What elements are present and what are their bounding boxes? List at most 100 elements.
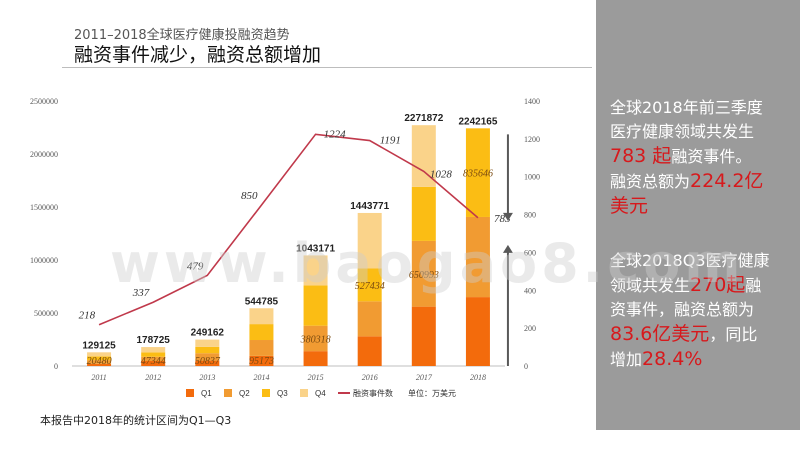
bar-value-labels: 20480 47344 50837 95173 380318 527434 650993 83… [87, 169, 493, 367]
bar-segment-q2 [357, 301, 382, 337]
bar-segment-q1 [303, 351, 328, 366]
bar-total-label: 178725 [137, 335, 171, 346]
deal-count-label: 337 [132, 287, 150, 299]
stacked-bars [87, 125, 490, 366]
bar-segment-q1 [465, 297, 490, 366]
bar-total-label: 2271872 [404, 113, 443, 124]
bar-segment-q1 [87, 363, 112, 366]
deal-count-label: 218 [79, 310, 96, 322]
legend-label: 融资事件数 [353, 388, 393, 398]
bar-value-label: 650993 [409, 270, 439, 281]
summary-q3-line4-tail: ，同比 [709, 325, 758, 344]
bar-segment-q4 [87, 352, 112, 357]
summary-q3-line2-head: 领域共发生 [610, 276, 691, 295]
summary-ytd: 全球2018年前三季度 医疗健康领域共发生 783 起融资事件。 融资总额为22… [610, 96, 763, 218]
y-right-tick-label: 1400 [524, 97, 540, 106]
slide-headline: 融资事件减少，融资总额增加 [74, 44, 322, 66]
y-right-tick-label: 0 [524, 362, 528, 371]
bar-segment-q2 [87, 360, 112, 364]
lower-arrow-head [502, 244, 513, 253]
summary-ytd-line2: 医疗健康领域共发生 [610, 122, 755, 141]
slide-title: 2011–2018全球医疗健康投融资趋势 [74, 28, 290, 43]
bar-segment-q4 [303, 255, 328, 286]
bar-segment-q3 [303, 285, 328, 326]
chart-legend: Q1 Q2 Q3 Q4 融资事件数 单位：万美元 [186, 388, 456, 398]
legend-swatch-q3 [262, 389, 270, 397]
summary-ytd-line4: 融资总额为224.2亿 [610, 169, 763, 194]
bar-segment-q3 [195, 346, 220, 354]
bar-segment-q1 [249, 355, 274, 366]
bar-segment-q4 [411, 125, 436, 187]
y-right-tick-label: 1000 [524, 173, 540, 182]
unit-label: 单位：万美元 [408, 388, 456, 398]
bar-total-label: 1043171 [296, 243, 335, 254]
footnote: 本报告中2018年的统计区间为Q1—Q3 [40, 414, 232, 427]
bar-segment-q2 [303, 325, 328, 352]
bar-segment-q1 [411, 306, 436, 366]
bar-total-label: 544785 [245, 296, 279, 307]
deal-count-label: 1191 [380, 135, 401, 147]
bar-segment-q3 [357, 268, 382, 302]
bar-segment-q4 [141, 347, 166, 353]
summary-q3-line5-head: 增加 [610, 350, 643, 369]
bar-segment-q3 [87, 356, 112, 361]
bar-total-labels: 129125 178725 249162 544785 1043171 1443771 22… [82, 113, 497, 351]
comparison-arrows [502, 134, 513, 366]
legend-label: Q4 [315, 389, 326, 398]
y-right-tick-label: 1200 [524, 135, 540, 144]
highlight-total-amount: 224.2亿 [690, 170, 764, 192]
bar-value-label: 95173 [249, 356, 274, 367]
bar-segment-q4 [357, 212, 382, 269]
summary-ytd-line1: 全球2018年前三季度 [610, 98, 763, 117]
legend-swatch-q1 [186, 389, 194, 397]
y-right-tick-label: 600 [524, 248, 536, 257]
summary-ytd-line3-tail: 融资事件。 [671, 147, 752, 166]
title-divider [62, 67, 592, 68]
chart-axes: 0 500000 1000000 1500000 2000000 2500000 0 200 4… [30, 97, 540, 382]
y-right-tick-label: 400 [524, 286, 536, 295]
summary-panel: 全球2018年前三季度 医疗健康领域共发生 783 起融资事件。 融资总额为22… [596, 0, 800, 430]
bar-segment-q3 [411, 186, 436, 241]
deal-count-label: 479 [187, 260, 204, 272]
bar-total-label: 129125 [82, 340, 116, 351]
y-left-tick-label: 1500000 [30, 203, 58, 212]
x-tick-label: 2014 [253, 373, 269, 382]
deal-count-label: 1028 [430, 168, 453, 180]
legend-swatch-q2 [224, 389, 232, 397]
y-left-tick-label: 500000 [34, 309, 58, 318]
x-tick-label: 2017 [416, 373, 433, 382]
highlight-q3-amount: 83.6亿美元 [610, 323, 710, 345]
summary-ytd-line4-head: 融资总额为 [610, 172, 691, 191]
bar-value-label: 47344 [141, 356, 166, 367]
bar-value-label: 835646 [463, 169, 493, 180]
summary-ytd-line5: 美元 [610, 195, 649, 217]
summary-q3: 全球2018Q3医疗健康 领域共发生270起融 资事件，融资总额为 83.6亿美… [610, 249, 770, 372]
summary-q3-line4: 83.6亿美元，同比 [610, 322, 770, 347]
summary-ytd-line3: 783 起融资事件。 [610, 144, 763, 169]
bar-segment-q3 [141, 352, 166, 357]
highlight-deal-count: 783 起 [610, 145, 672, 167]
bar-total-label: 1443771 [350, 201, 389, 212]
bar-segment-q1 [141, 360, 166, 366]
y-right-tick-label: 800 [524, 211, 536, 220]
deal-count-label: 850 [241, 190, 258, 202]
y-left-tick-label: 2000000 [30, 150, 58, 159]
y-left-tick-label: 1000000 [30, 256, 58, 265]
upper-arrow-head [502, 212, 513, 221]
deal-count-line [98, 133, 479, 326]
bar-segment-q2 [195, 353, 220, 361]
y-left-tick-label: 0 [54, 362, 58, 371]
bar-segment-q2 [411, 240, 436, 307]
y-left-tick-label: 2500000 [30, 97, 58, 106]
bar-value-label: 527434 [355, 281, 385, 292]
bar-segment-q4 [195, 339, 220, 347]
bar-value-label: 380318 [300, 334, 331, 345]
bar-segment-q3 [249, 324, 274, 341]
x-tick-label: 2011 [91, 373, 106, 382]
legend-swatch-q4 [300, 389, 308, 397]
deal-count-label: 1224 [324, 128, 347, 140]
x-tick-label: 2016 [362, 373, 378, 382]
bar-total-label: 2242165 [458, 116, 497, 127]
x-tick-label: 2018 [470, 373, 486, 382]
